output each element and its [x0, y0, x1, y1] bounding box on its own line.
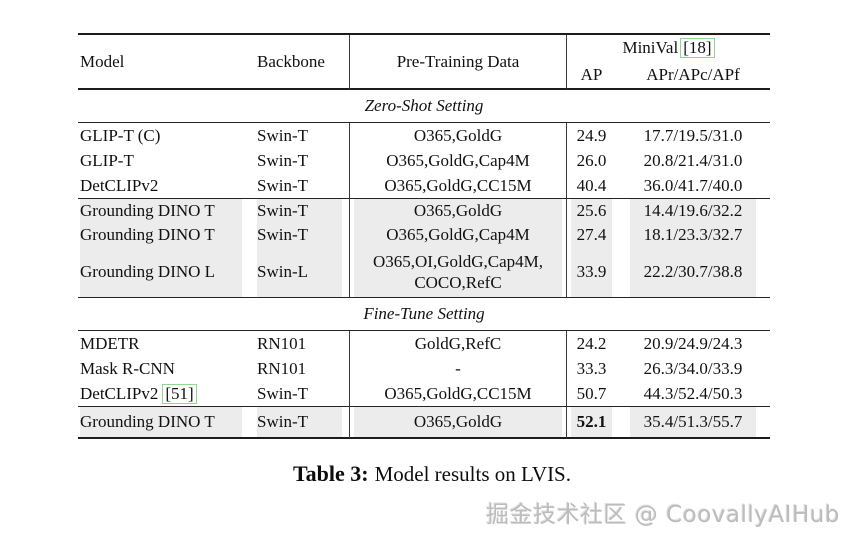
fine-tune-section-title: Fine-Tune Setting [78, 298, 770, 331]
pretrain-cell: O365,GoldG,CC15M [349, 381, 566, 407]
pretrain-cell: O365,GoldG,Cap4M [349, 148, 566, 173]
backbone-cell: Swin-L [250, 247, 349, 298]
ap-cell: 33.9 [566, 247, 616, 298]
pretrain-cell: O365,OI,GoldG,Cap4M, COCO,RefC [349, 247, 566, 298]
backbone-cell: Swin-T [250, 381, 349, 407]
apr-cell: 20.8/21.4/31.0 [643, 150, 743, 170]
model-cell: Grounding DINO T [78, 199, 250, 223]
model-cell: MDETR [80, 333, 140, 353]
page-root: { "header": { "model": "Model", "backbon… [0, 33, 864, 537]
apr-cell: 18.1/23.3/32.7 [616, 223, 770, 247]
pretrain-cell: O365,GoldG [349, 407, 566, 439]
pretrain-cell: - [349, 356, 566, 381]
pretrain-line2: COCO,RefC [414, 273, 502, 292]
backbone-cell: Swin-T [257, 125, 308, 145]
pretrain-cell: O365,GoldG,Cap4M [349, 223, 566, 247]
backbone-cell: Swin-T [257, 150, 308, 170]
apr-cell: 20.9/24.9/24.3 [643, 333, 743, 353]
section-title-row: Fine-Tune Setting [78, 298, 770, 331]
minival-label: MiniVal [622, 38, 679, 57]
table-row: Mask R-CNN RN101 - 33.3 26.3/34.0/33.9 [78, 356, 770, 381]
ap-cell: 33.3 [566, 356, 616, 381]
table-row-highlighted: Grounding DINO L Swin-L O365,OI,GoldG,Ca… [78, 247, 770, 298]
col-header-apr-apc-apf: APr/APc/APf [616, 61, 770, 90]
citation-51[interactable]: [51] [162, 383, 197, 404]
ap-cell-best: 52.1 [566, 407, 616, 439]
apr-cell: 35.4/51.3/55.7 [616, 407, 770, 439]
pretrain-cell: O365,GoldG [349, 199, 566, 223]
ap-cell: 24.9 [566, 123, 616, 148]
col-header-pretrain: Pre-Training Data [349, 35, 566, 90]
ap-cell: 50.7 [566, 381, 616, 407]
ap-cell: 24.2 [566, 331, 616, 356]
pretrain-cell: GoldG,RefC [349, 331, 566, 356]
model-cell: GLIP-T (C) [80, 125, 161, 145]
pretrain-cell: O365,GoldG,CC15M [349, 173, 566, 199]
citation-18[interactable]: [18] [680, 38, 715, 58]
ap-cell: 40.4 [566, 173, 616, 199]
table-row-highlighted: Grounding DINO T Swin-T O365,GoldG 52.1 … [78, 407, 770, 439]
zero-shot-section-title: Zero-Shot Setting [78, 90, 770, 123]
pretrain-cell: O365,GoldG [349, 123, 566, 148]
table-row-highlighted: Grounding DINO T Swin-T O365,GoldG,Cap4M… [78, 223, 770, 247]
backbone-cell: Swin-T [250, 173, 349, 199]
table-row: GLIP-T (C) Swin-T O365,GoldG 24.9 17.7/1… [78, 123, 770, 148]
table-row: GLIP-T Swin-T O365,GoldG,Cap4M 26.0 20.8… [78, 148, 770, 173]
results-table: Model Backbone Pre-Training Data MiniVal… [78, 33, 770, 439]
col-header-ap: AP [566, 61, 616, 90]
caption-label: Table 3: [293, 461, 369, 486]
col-header-minival: MiniVal [18] [566, 35, 770, 61]
backbone-cell: Swin-T [250, 407, 349, 439]
apr-cell: 44.3/52.4/50.3 [616, 381, 770, 407]
ap-cell: 25.6 [566, 199, 616, 223]
model-cell: DetCLIPv2 [51] [78, 381, 250, 407]
apr-cell: 26.3/34.0/33.9 [643, 358, 743, 378]
model-label: DetCLIPv2 [80, 383, 159, 403]
backbone-cell: Swin-T [250, 199, 349, 223]
ap-cell: 27.4 [566, 223, 616, 247]
model-cell: GLIP-T [80, 150, 134, 170]
table-row: DetCLIPv2 Swin-T O365,GoldG,CC15M 40.4 3… [78, 173, 770, 199]
backbone-cell: Swin-T [250, 223, 349, 247]
section-title-row: Zero-Shot Setting [78, 90, 770, 123]
model-cell: Grounding DINO T [78, 223, 250, 247]
backbone-cell: RN101 [257, 358, 307, 378]
table-caption: Table 3: Model results on LVIS. [0, 461, 864, 487]
model-cell: Grounding DINO T [78, 407, 250, 439]
model-cell: DetCLIPv2 [78, 173, 250, 199]
apr-cell: 36.0/41.7/40.0 [616, 173, 770, 199]
table-row-highlighted: Grounding DINO T Swin-T O365,GoldG 25.6 … [78, 199, 770, 223]
apr-cell: 14.4/19.6/32.2 [616, 199, 770, 223]
table-row: MDETR RN101 GoldG,RefC 24.2 20.9/24.9/24… [78, 331, 770, 356]
backbone-cell: RN101 [257, 333, 307, 353]
table-header: Model Backbone Pre-Training Data MiniVal… [78, 35, 770, 90]
ap-cell: 26.0 [566, 148, 616, 173]
caption-text: Model results on LVIS. [374, 462, 571, 486]
model-cell: Mask R-CNN [80, 358, 175, 378]
pretrain-line1: O365,OI,GoldG,Cap4M, [373, 252, 543, 271]
watermark: 掘金技术社区 @ CoovallyAIHub [486, 502, 840, 528]
apr-cell: 17.7/19.5/31.0 [643, 125, 743, 145]
model-cell: Grounding DINO L [78, 247, 250, 298]
col-header-model: Model [78, 35, 250, 90]
apr-cell: 22.2/30.7/38.8 [616, 247, 770, 298]
table-row: DetCLIPv2 [51] Swin-T O365,GoldG,CC15M 50… [78, 381, 770, 407]
col-header-backbone: Backbone [250, 35, 349, 90]
